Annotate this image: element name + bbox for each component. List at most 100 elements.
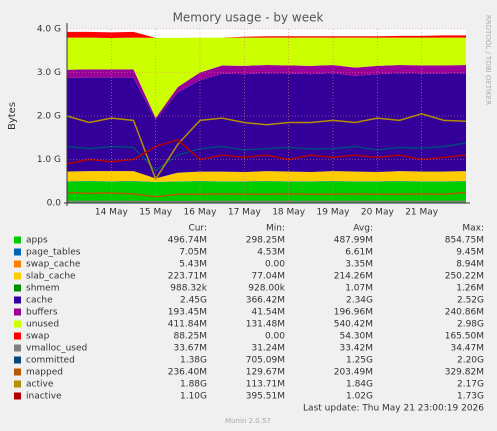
legend-label: slab_cache [26,272,76,282]
x-tick-label: 17 May [228,208,262,218]
stat-value: 196.96M [334,308,373,318]
legend-swatch [14,380,21,388]
area [67,73,466,179]
stat-value: 8.94M [456,260,484,270]
x-tick-label: 20 May [361,208,395,218]
stat-value: 0.00 [265,332,285,342]
legend-swatch [14,308,21,316]
legend-label: inactive [26,392,62,402]
stat-value: 1.88G [180,380,207,390]
legend-swatch [14,344,21,352]
stat-value: 7.05M [179,248,207,258]
y-tick-label: 4.0 G [37,25,61,35]
stat-header: Min: [266,224,285,234]
footer: Munin 2.0.57 [225,417,271,425]
stat-value: 2.17G [457,380,484,390]
y-axis-label: Bytes [7,102,18,130]
stat-value: 3.35M [345,260,373,270]
stat-header: Avg: [353,224,373,234]
stat-header: Cur: [188,224,207,234]
legend-swatch [14,272,21,280]
stat-value: 41.54M [251,308,285,318]
stat-value: 2.52G [457,296,484,306]
stat-value: 2.98G [457,320,484,330]
legend-label: apps [26,236,48,246]
stat-value: 214.26M [334,272,373,282]
stat-value: 203.49M [334,368,373,378]
legend-swatch [14,296,21,304]
stat-value: 31.24M [251,344,285,354]
stat-value: 1.38G [180,356,207,366]
stat-value: 165.50M [445,332,484,342]
legend-swatch [14,248,21,256]
legend-swatch [14,260,21,268]
area [67,64,466,120]
legend-swatch [14,392,21,400]
stat-header: Max: [462,224,484,234]
legend-swatch [14,320,21,328]
x-tick-label: 19 May [317,208,351,218]
stat-value: 77.04M [251,272,285,282]
legend-swatch [14,236,21,244]
y-tick-label: 2.0 G [37,112,61,122]
area [67,37,466,118]
stat-value: 496.74M [168,236,207,246]
stat-value: 4.53M [257,248,285,258]
stat-value: 1.25G [346,356,373,366]
area [67,181,466,203]
stat-value: 411.84M [168,320,207,330]
stat-value: 250.22M [445,272,484,282]
stat-value: 705.09M [246,356,285,366]
stat-value: 1.07M [345,284,373,294]
y-tick-label: 3.0 G [37,68,61,78]
stat-value: 223.71M [168,272,207,282]
stat-value: 33.67M [173,344,207,354]
x-tick-label: 21 May [405,208,439,218]
last-update: Last update: Thu May 21 23:00:19 2026 [303,404,484,414]
stat-value: 988.32k [170,284,207,294]
stat-value: 240.86M [445,308,484,318]
stat-value: 2.20G [457,356,484,366]
legend-label: unused [26,320,59,330]
x-tick-label: 14 May [95,208,129,218]
stat-value: 1.84G [346,380,373,390]
legend-label: swap [26,332,50,342]
stat-value: 54.30M [339,332,373,342]
legend-swatch [14,368,21,376]
stat-value: 487.99M [334,236,373,246]
stat-value: 2.34G [346,296,373,306]
area [67,31,466,39]
y-tick-label: 1.0 G [37,155,61,165]
stat-value: 329.82M [445,368,484,378]
stat-value: 1.10G [180,392,207,402]
stat-value: 298.25M [246,236,285,246]
x-tick-label: 16 May [184,208,218,218]
stat-value: 129.67M [246,368,285,378]
stat-value: 131.48M [246,320,285,330]
stat-value: 0.00 [265,260,285,270]
stat-value: 2.45G [180,296,207,306]
chart-title: Memory usage - by week [173,11,324,25]
y-tick-label: 0.0 [47,199,62,209]
legend-label: active [26,380,54,390]
stat-value: 6.61M [345,248,373,258]
stat-value: 395.51M [246,392,285,402]
legend-label: vmalloc_used [26,344,87,354]
stat-value: 1.26M [456,284,484,294]
x-tick-label: 15 May [139,208,173,218]
area [67,171,466,182]
stat-value: 193.45M [168,308,207,318]
line [66,142,467,172]
legend-label: mapped [26,368,63,378]
legend-swatch [14,356,21,364]
stat-value: 236.40M [168,368,207,378]
legend-label: committed [26,356,75,366]
stat-value: 928.00k [248,284,285,294]
stat-value: 113.71M [246,380,285,390]
stat-value: 33.42M [339,344,373,354]
stat-value: 9.45M [456,248,484,258]
side-text: RRDTOOL / TOBI OETIKER [484,15,492,105]
stat-value: 5.43M [179,260,207,270]
x-tick-label: 18 May [272,208,306,218]
